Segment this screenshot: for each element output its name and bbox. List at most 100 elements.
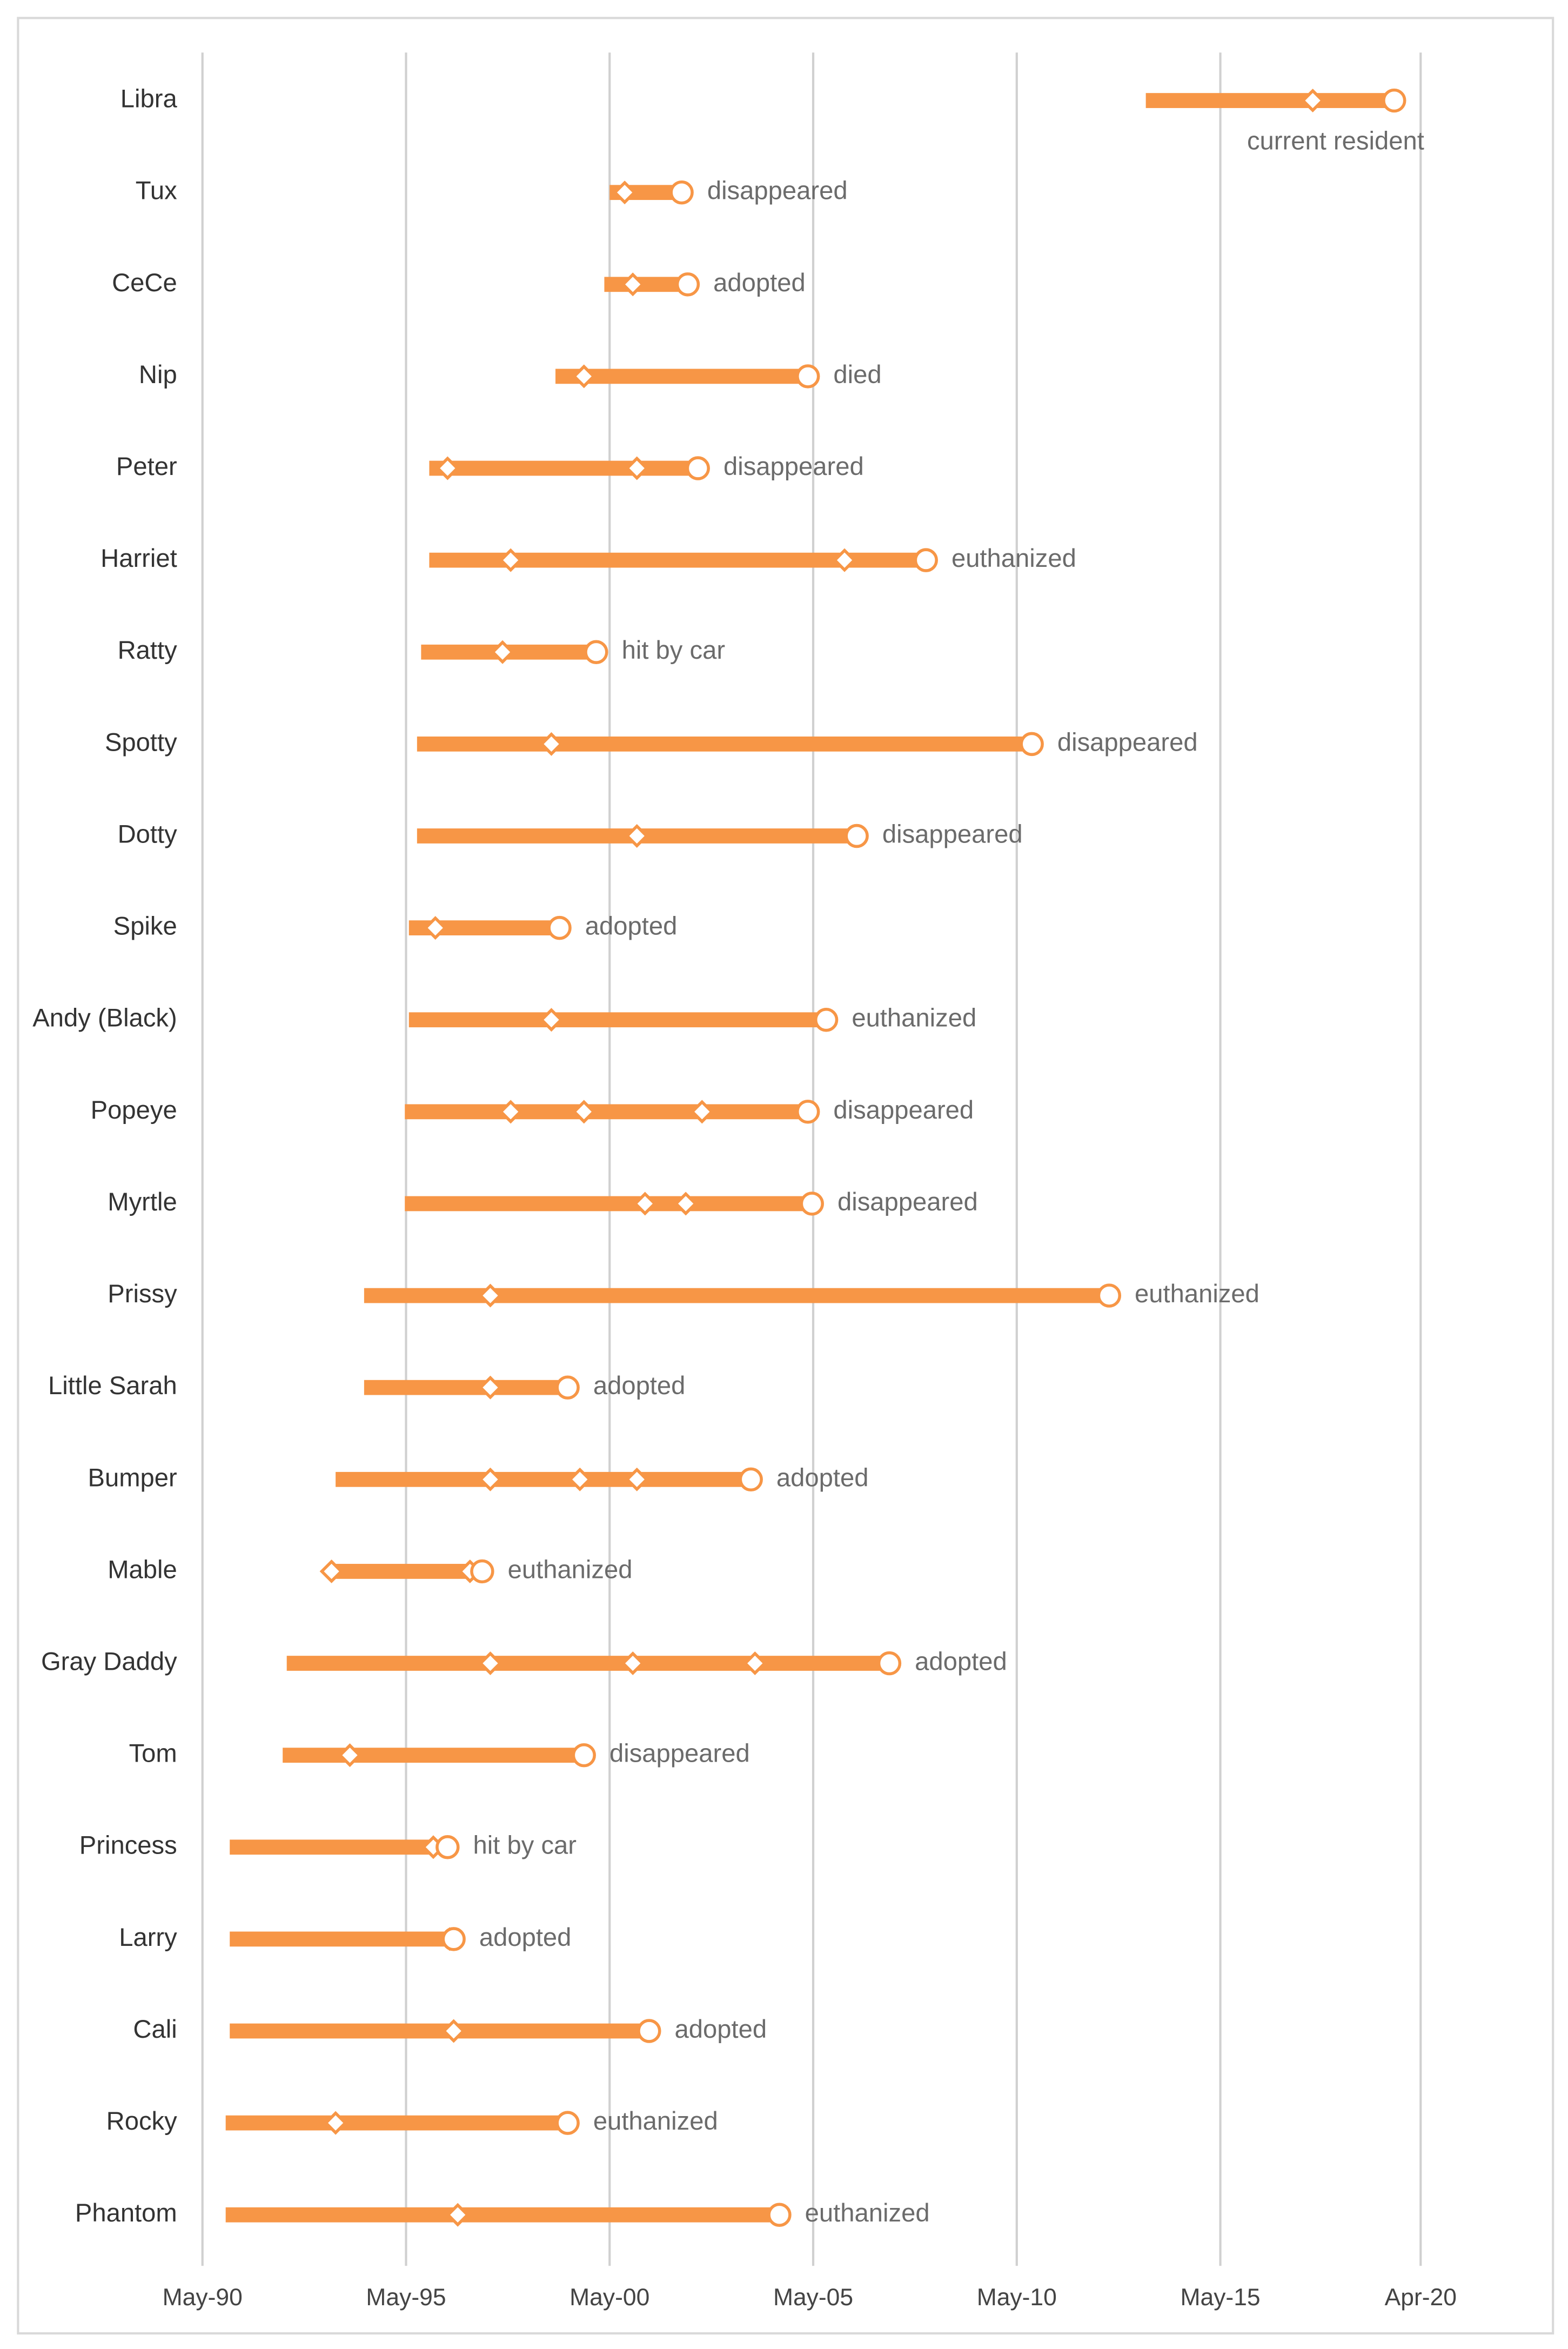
diamond-marker	[499, 1100, 523, 1124]
bar	[604, 277, 688, 292]
status-label: disappeared	[723, 452, 864, 481]
status-label: disappeared	[609, 1739, 750, 1768]
end-marker	[845, 824, 869, 848]
diamond-marker	[572, 1100, 596, 1124]
row-label: Prissy	[108, 1280, 177, 1308]
status-label: adopted	[593, 1371, 686, 1400]
end-marker	[739, 1467, 763, 1492]
row-label: Andy (Black)	[32, 1004, 177, 1033]
row-label: Popeye	[91, 1096, 177, 1125]
chart-border	[17, 17, 1554, 2335]
x-tick-label: May-10	[977, 2284, 1057, 2311]
bar	[405, 1196, 812, 1212]
diamond-marker	[690, 1100, 714, 1124]
diamond-marker	[478, 1375, 502, 1400]
status-label: adopted	[776, 1463, 869, 1492]
status-label: euthanized	[508, 1555, 633, 1584]
end-marker	[914, 548, 938, 572]
end-marker	[572, 1743, 596, 1768]
diamond-marker	[1301, 89, 1325, 113]
bar	[405, 1104, 808, 1120]
diamond-marker	[625, 456, 649, 480]
end-marker	[686, 456, 710, 480]
end-marker	[814, 1008, 839, 1032]
bar	[364, 1380, 568, 1395]
row-label: Cali	[133, 2015, 177, 2044]
status-label: died	[833, 360, 881, 389]
x-tick-label: May-90	[163, 2284, 243, 2311]
status-label: euthanized	[852, 1004, 976, 1033]
bar	[331, 1564, 483, 1579]
diamond-marker	[674, 1192, 698, 1216]
diamond-marker	[478, 1283, 502, 1308]
bar	[283, 1748, 584, 1763]
status-label: disappeared	[837, 1188, 978, 1216]
diamond-marker	[625, 1467, 649, 1491]
bar	[555, 369, 808, 384]
status-label: adopted	[675, 2015, 767, 2044]
diamond-marker	[491, 640, 515, 664]
diamond-marker	[625, 824, 649, 848]
status-label: hit by car	[622, 636, 725, 665]
bar	[336, 1471, 751, 1487]
diamond-marker	[499, 548, 523, 572]
row-label: Dotty	[118, 820, 178, 848]
row-label: Little Sarah	[48, 1371, 177, 1400]
diamond-marker	[572, 364, 596, 389]
end-marker	[669, 180, 694, 205]
bar	[225, 2115, 568, 2131]
status-label: euthanized	[951, 544, 1076, 573]
status-label: adopted	[479, 1923, 572, 1952]
bar	[364, 1288, 1109, 1303]
row-label: Harriet	[100, 544, 177, 573]
diamond-marker	[338, 1743, 362, 1768]
diamond-marker	[478, 1651, 502, 1676]
diamond-marker	[613, 180, 637, 205]
diamond-marker	[539, 732, 564, 756]
bar	[408, 1012, 827, 1028]
row-label: Spotty	[105, 728, 177, 757]
diamond-marker	[743, 1651, 767, 1676]
row-label: Princess	[79, 1831, 177, 1860]
diamond-marker	[446, 2203, 470, 2227]
bar	[225, 2207, 780, 2223]
diamond-marker	[478, 1467, 502, 1491]
row-label: Larry	[119, 1923, 177, 1952]
end-marker	[1382, 88, 1406, 113]
status-label: adopted	[713, 269, 806, 297]
end-marker	[547, 915, 572, 940]
row-label: Gray Daddy	[41, 1648, 177, 1676]
row-label: Bumper	[88, 1463, 177, 1492]
bar	[230, 2023, 649, 2039]
row-label: Rocky	[106, 2107, 178, 2136]
end-marker	[555, 2111, 580, 2135]
end-marker	[675, 272, 700, 297]
end-marker	[796, 1100, 820, 1124]
end-marker	[555, 1375, 580, 1400]
x-tick-label: Apr-20	[1385, 2284, 1457, 2311]
row-label: Myrtle	[108, 1188, 177, 1216]
diamond-marker	[633, 1192, 657, 1216]
status-label: disappeared	[707, 177, 848, 205]
bar	[417, 736, 1032, 752]
status-label: euthanized	[805, 2199, 930, 2227]
diamond-marker	[423, 916, 447, 940]
status-label: disappeared	[833, 1096, 974, 1125]
row-label: Nip	[139, 360, 177, 389]
bar	[230, 1839, 448, 1855]
diamond-marker	[324, 2111, 348, 2135]
status-label: adopted	[585, 912, 678, 941]
status-label: euthanized	[593, 2107, 718, 2136]
row-label: Tom	[129, 1739, 177, 1768]
end-marker	[637, 2019, 661, 2043]
bar	[286, 1656, 889, 1671]
end-marker	[470, 1559, 494, 1584]
end-marker	[435, 1835, 460, 1859]
status-label: current resident	[1247, 126, 1424, 155]
bar	[230, 1931, 454, 1947]
diamond-marker	[435, 456, 460, 480]
row-label: Libra	[120, 85, 178, 113]
x-tick-label: May-00	[569, 2284, 649, 2311]
x-tick-label: May-95	[366, 2284, 446, 2311]
